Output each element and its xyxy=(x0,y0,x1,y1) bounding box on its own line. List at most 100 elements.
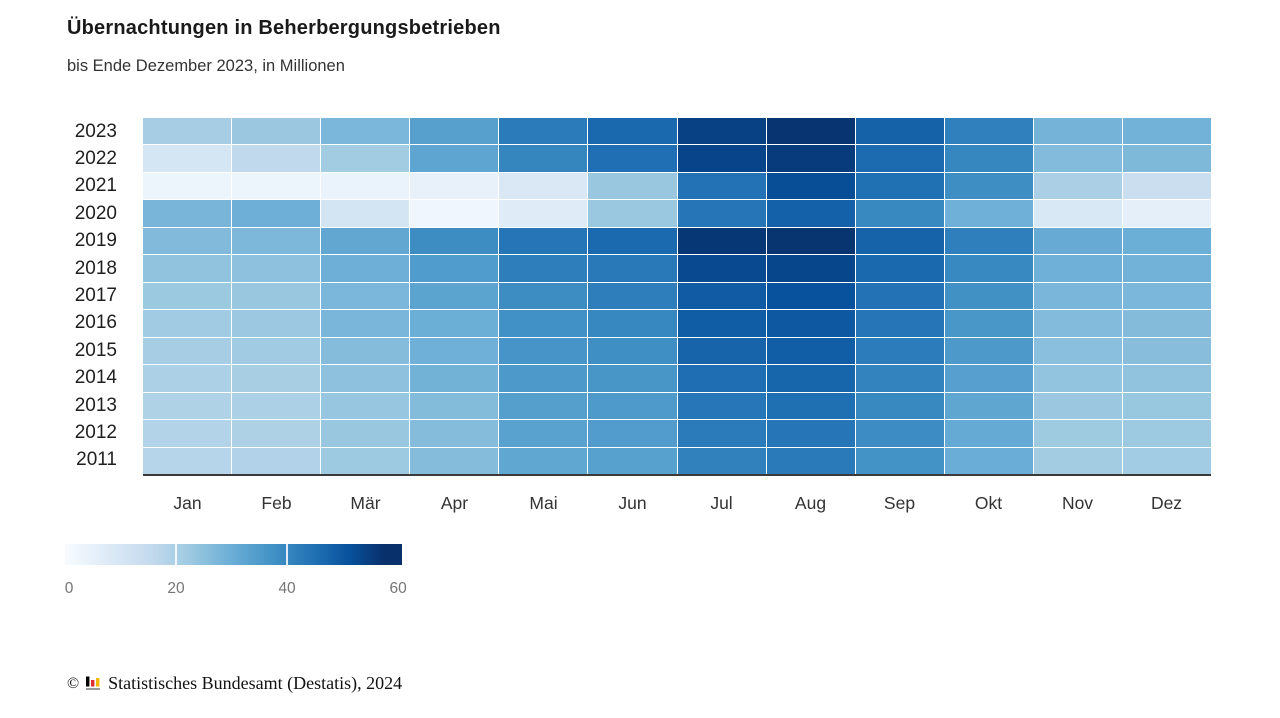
heatmap-cell[interactable] xyxy=(766,255,855,282)
heatmap-cell[interactable] xyxy=(855,392,944,420)
heatmap-cell[interactable] xyxy=(1033,200,1122,227)
heatmap-cell[interactable] xyxy=(677,227,766,255)
heatmap-cell[interactable] xyxy=(677,310,766,337)
heatmap-cell[interactable] xyxy=(1122,255,1211,282)
heatmap-cell[interactable] xyxy=(321,282,410,310)
heatmap-cell[interactable] xyxy=(1033,365,1122,392)
heatmap-cell[interactable] xyxy=(232,227,321,255)
heatmap-cell[interactable] xyxy=(143,200,232,227)
heatmap-cell[interactable] xyxy=(143,227,232,255)
heatmap-cell[interactable] xyxy=(677,145,766,172)
heatmap-cell[interactable] xyxy=(588,392,677,420)
heatmap-cell[interactable] xyxy=(410,310,499,337)
heatmap-cell[interactable] xyxy=(232,337,321,365)
heatmap-cell[interactable] xyxy=(232,392,321,420)
heatmap-cell[interactable] xyxy=(588,118,677,145)
heatmap-cell[interactable] xyxy=(944,172,1033,200)
heatmap-cell[interactable] xyxy=(410,365,499,392)
heatmap-cell[interactable] xyxy=(1122,172,1211,200)
heatmap-cell[interactable] xyxy=(143,447,232,474)
heatmap-cell[interactable] xyxy=(944,227,1033,255)
heatmap-cell[interactable] xyxy=(855,145,944,172)
heatmap-cell[interactable] xyxy=(944,420,1033,447)
heatmap-cell[interactable] xyxy=(766,365,855,392)
heatmap-cell[interactable] xyxy=(410,255,499,282)
heatmap-cell[interactable] xyxy=(1033,447,1122,474)
heatmap-cell[interactable] xyxy=(410,172,499,200)
heatmap-cell[interactable] xyxy=(321,337,410,365)
heatmap-cell[interactable] xyxy=(143,337,232,365)
heatmap-cell[interactable] xyxy=(143,145,232,172)
heatmap-cell[interactable] xyxy=(321,200,410,227)
heatmap-cell[interactable] xyxy=(143,118,232,145)
heatmap-cell[interactable] xyxy=(321,145,410,172)
heatmap-cell[interactable] xyxy=(855,310,944,337)
heatmap-cell[interactable] xyxy=(1122,227,1211,255)
heatmap-cell[interactable] xyxy=(855,282,944,310)
heatmap-cell[interactable] xyxy=(410,420,499,447)
heatmap-cell[interactable] xyxy=(766,392,855,420)
heatmap-cell[interactable] xyxy=(588,337,677,365)
heatmap-cell[interactable] xyxy=(232,365,321,392)
heatmap-cell[interactable] xyxy=(1033,118,1122,145)
heatmap-cell[interactable] xyxy=(766,282,855,310)
heatmap-cell[interactable] xyxy=(766,227,855,255)
heatmap-cell[interactable] xyxy=(321,365,410,392)
heatmap-cell[interactable] xyxy=(588,447,677,474)
heatmap-cell[interactable] xyxy=(232,282,321,310)
heatmap-cell[interactable] xyxy=(855,447,944,474)
heatmap-cell[interactable] xyxy=(588,227,677,255)
heatmap-cell[interactable] xyxy=(944,310,1033,337)
heatmap-cell[interactable] xyxy=(321,392,410,420)
heatmap-cell[interactable] xyxy=(499,200,588,227)
heatmap-cell[interactable] xyxy=(321,255,410,282)
heatmap-cell[interactable] xyxy=(1033,282,1122,310)
heatmap-cell[interactable] xyxy=(944,200,1033,227)
heatmap-cell[interactable] xyxy=(499,118,588,145)
heatmap-cell[interactable] xyxy=(588,310,677,337)
heatmap-cell[interactable] xyxy=(677,365,766,392)
heatmap-cell[interactable] xyxy=(1122,420,1211,447)
heatmap-cell[interactable] xyxy=(677,172,766,200)
heatmap-cell[interactable] xyxy=(232,420,321,447)
heatmap-cell[interactable] xyxy=(855,337,944,365)
heatmap-cell[interactable] xyxy=(588,420,677,447)
heatmap-cell[interactable] xyxy=(232,310,321,337)
heatmap-cell[interactable] xyxy=(855,172,944,200)
heatmap-cell[interactable] xyxy=(321,172,410,200)
heatmap-cell[interactable] xyxy=(232,255,321,282)
heatmap-cell[interactable] xyxy=(410,118,499,145)
heatmap-cell[interactable] xyxy=(499,310,588,337)
heatmap-cell[interactable] xyxy=(1033,310,1122,337)
heatmap-cell[interactable] xyxy=(321,447,410,474)
heatmap-cell[interactable] xyxy=(1122,337,1211,365)
heatmap-cell[interactable] xyxy=(499,282,588,310)
heatmap-cell[interactable] xyxy=(766,145,855,172)
heatmap-cell[interactable] xyxy=(321,118,410,145)
heatmap-cell[interactable] xyxy=(410,392,499,420)
heatmap-cell[interactable] xyxy=(499,337,588,365)
heatmap-cell[interactable] xyxy=(499,227,588,255)
heatmap-cell[interactable] xyxy=(855,365,944,392)
heatmap-cell[interactable] xyxy=(944,282,1033,310)
heatmap-cell[interactable] xyxy=(232,118,321,145)
heatmap-cell[interactable] xyxy=(588,282,677,310)
heatmap-cell[interactable] xyxy=(410,282,499,310)
heatmap-cell[interactable] xyxy=(677,420,766,447)
heatmap-cell[interactable] xyxy=(855,118,944,145)
heatmap-cell[interactable] xyxy=(499,255,588,282)
heatmap-cell[interactable] xyxy=(677,337,766,365)
heatmap-cell[interactable] xyxy=(1033,145,1122,172)
heatmap-cell[interactable] xyxy=(944,337,1033,365)
heatmap-cell[interactable] xyxy=(677,447,766,474)
heatmap-cell[interactable] xyxy=(588,255,677,282)
heatmap-cell[interactable] xyxy=(1033,227,1122,255)
heatmap-cell[interactable] xyxy=(1033,420,1122,447)
heatmap-cell[interactable] xyxy=(1122,200,1211,227)
heatmap-cell[interactable] xyxy=(588,172,677,200)
heatmap-cell[interactable] xyxy=(1122,282,1211,310)
heatmap-cell[interactable] xyxy=(944,392,1033,420)
heatmap-cell[interactable] xyxy=(1033,172,1122,200)
heatmap-cell[interactable] xyxy=(410,200,499,227)
heatmap-cell[interactable] xyxy=(766,447,855,474)
